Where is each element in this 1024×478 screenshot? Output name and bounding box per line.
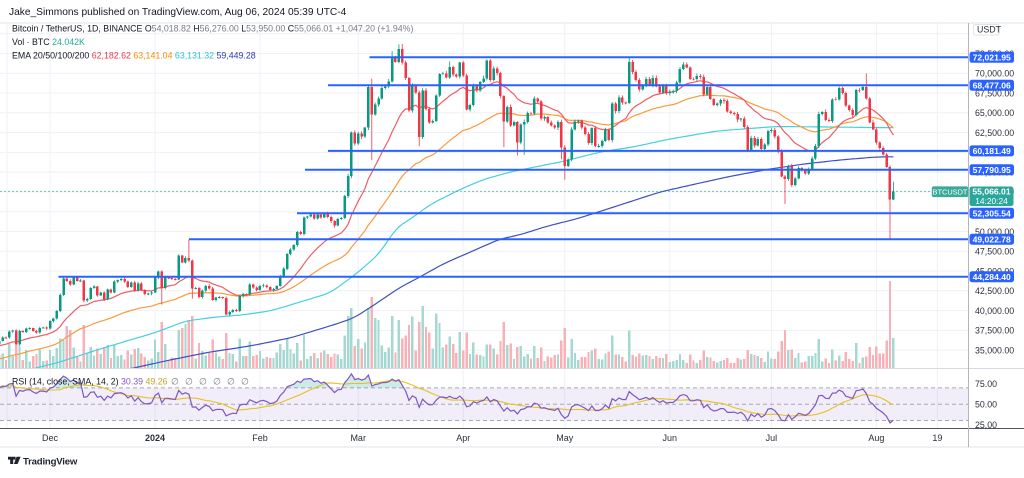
- svg-text:Apr: Apr: [456, 433, 470, 443]
- svg-text:Bitcoin / TetherUS, 1D, BINANC: Bitcoin / TetherUS, 1D, BINANCE O54,018.…: [12, 24, 414, 34]
- svg-text:EMA 20/50/100/200 62,182.62 63: EMA 20/50/100/200 62,182.62 63,141.04 63…: [12, 51, 256, 61]
- svg-text:Mar: Mar: [350, 433, 366, 443]
- svg-text:75.00: 75.00: [975, 379, 997, 389]
- svg-text:Aug: Aug: [868, 433, 884, 443]
- svg-text:49,022.78: 49,022.78: [973, 234, 1011, 244]
- svg-text:2024: 2024: [145, 433, 165, 443]
- svg-text:Jun: Jun: [663, 433, 678, 443]
- svg-text:62,500.00: 62,500.00: [975, 128, 1014, 138]
- svg-text:72,021.95: 72,021.95: [973, 53, 1011, 63]
- svg-text:70,000.00: 70,000.00: [975, 69, 1014, 79]
- svg-text:14:20:24: 14:20:24: [975, 196, 1008, 206]
- svg-text:65,000.00: 65,000.00: [975, 108, 1014, 118]
- svg-text:44,284.40: 44,284.40: [973, 272, 1011, 282]
- svg-text:52,305.54: 52,305.54: [973, 208, 1011, 218]
- svg-text:Jul: Jul: [766, 433, 778, 443]
- svg-text:37,500.00: 37,500.00: [975, 326, 1014, 336]
- svg-text:40,000.00: 40,000.00: [975, 306, 1014, 316]
- svg-text:May: May: [556, 433, 574, 443]
- svg-text:50.00: 50.00: [975, 400, 997, 410]
- svg-text:Feb: Feb: [252, 433, 268, 443]
- svg-text:TradingView: TradingView: [23, 456, 78, 467]
- svg-text:60,181.49: 60,181.49: [973, 146, 1011, 156]
- svg-text:68,477.06: 68,477.06: [973, 81, 1011, 91]
- svg-text:RSI (14, close, SMA, 14, 2) 30: RSI (14, close, SMA, 14, 2) 30.39 49.26∅…: [12, 377, 249, 387]
- svg-text:35,000.00: 35,000.00: [975, 345, 1014, 355]
- svg-text:19: 19: [932, 433, 942, 443]
- svg-text:57,790.95: 57,790.95: [973, 165, 1011, 175]
- svg-text:Vol · BTC 24.042K: Vol · BTC 24.042K: [12, 37, 85, 47]
- svg-text:47,500.00: 47,500.00: [975, 247, 1014, 257]
- svg-text:42,500.00: 42,500.00: [975, 286, 1014, 296]
- svg-text:Jake_Simmons published on Trad: Jake_Simmons published on TradingView.co…: [9, 7, 347, 18]
- svg-text:BTCUSDT: BTCUSDT: [933, 187, 968, 196]
- svg-text:USDT: USDT: [977, 25, 1002, 35]
- svg-text:25.00: 25.00: [975, 420, 997, 430]
- svg-text:Dec: Dec: [42, 433, 59, 443]
